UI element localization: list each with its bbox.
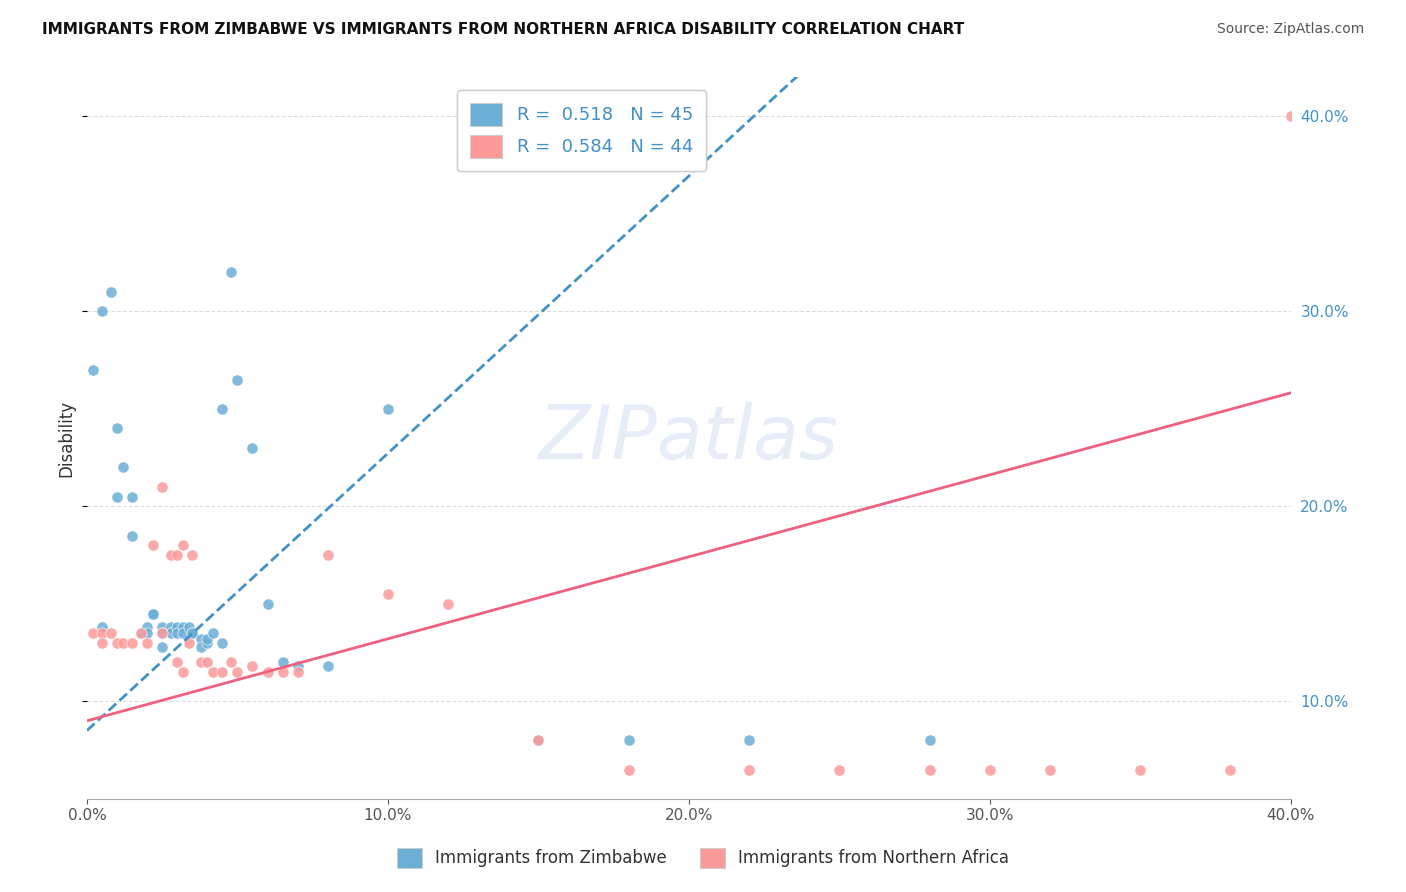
Point	[226, 373, 249, 387]
Legend: Immigrants from Zimbabwe, Immigrants from Northern Africa: Immigrants from Zimbabwe, Immigrants fro…	[389, 841, 1017, 875]
Point	[242, 441, 264, 455]
Point	[181, 626, 204, 640]
Point	[617, 733, 640, 747]
Point	[172, 626, 194, 640]
Point	[287, 659, 309, 673]
Point	[377, 401, 399, 416]
Point	[105, 421, 128, 435]
Point	[211, 665, 233, 679]
Point	[121, 490, 143, 504]
Point	[527, 733, 550, 747]
Point	[256, 665, 278, 679]
Point	[105, 490, 128, 504]
Point	[166, 655, 188, 669]
Point	[160, 626, 183, 640]
Point	[527, 733, 550, 747]
Point	[82, 626, 104, 640]
Point	[142, 538, 165, 552]
Point	[136, 636, 159, 650]
Text: IMMIGRANTS FROM ZIMBABWE VS IMMIGRANTS FROM NORTHERN AFRICA DISABILITY CORRELATI: IMMIGRANTS FROM ZIMBABWE VS IMMIGRANTS F…	[42, 22, 965, 37]
Point	[91, 304, 114, 318]
Point	[181, 548, 204, 562]
Point	[1129, 763, 1152, 777]
Point	[172, 665, 194, 679]
Point	[91, 626, 114, 640]
Point	[221, 655, 243, 669]
Point	[166, 548, 188, 562]
Point	[242, 659, 264, 673]
Point	[195, 655, 218, 669]
Point	[738, 763, 761, 777]
Point	[166, 626, 188, 640]
Point	[142, 607, 165, 621]
Point	[1340, 743, 1362, 757]
Point	[136, 620, 159, 634]
Text: Source: ZipAtlas.com: Source: ZipAtlas.com	[1216, 22, 1364, 37]
Point	[150, 620, 173, 634]
Point	[179, 636, 201, 650]
Point	[190, 655, 212, 669]
Point	[211, 401, 233, 416]
Point	[256, 597, 278, 611]
Point	[112, 636, 135, 650]
Point	[195, 636, 218, 650]
Point	[91, 636, 114, 650]
Point	[160, 620, 183, 634]
Point	[150, 626, 173, 640]
Point	[136, 626, 159, 640]
Point	[142, 607, 165, 621]
Point	[202, 665, 225, 679]
Point	[828, 763, 851, 777]
Point	[91, 620, 114, 634]
Point	[979, 763, 1001, 777]
Point	[100, 626, 122, 640]
Point	[617, 763, 640, 777]
Point	[150, 640, 173, 654]
Point	[226, 665, 249, 679]
Point	[160, 548, 183, 562]
Point	[129, 626, 152, 640]
Point	[437, 597, 460, 611]
Point	[121, 636, 143, 650]
Point	[105, 636, 128, 650]
Point	[172, 620, 194, 634]
Point	[179, 620, 201, 634]
Point	[271, 655, 294, 669]
Y-axis label: Disability: Disability	[58, 400, 75, 476]
Point	[316, 659, 339, 673]
Point	[377, 587, 399, 601]
Point	[271, 665, 294, 679]
Point	[211, 636, 233, 650]
Point	[287, 665, 309, 679]
Point	[918, 763, 941, 777]
Legend: R =  0.518   N = 45, R =  0.584   N = 44: R = 0.518 N = 45, R = 0.584 N = 44	[457, 90, 706, 170]
Point	[1219, 763, 1241, 777]
Point	[129, 626, 152, 640]
Point	[172, 538, 194, 552]
Text: ZIPatlas: ZIPatlas	[538, 402, 839, 475]
Point	[112, 460, 135, 475]
Point	[738, 733, 761, 747]
Point	[1039, 763, 1062, 777]
Point	[190, 640, 212, 654]
Point	[918, 733, 941, 747]
Point	[221, 265, 243, 279]
Point	[150, 480, 173, 494]
Point	[316, 548, 339, 562]
Point	[1279, 110, 1302, 124]
Point	[195, 632, 218, 646]
Point	[100, 285, 122, 299]
Point	[150, 626, 173, 640]
Point	[121, 528, 143, 542]
Point	[190, 632, 212, 646]
Point	[82, 363, 104, 377]
Point	[202, 626, 225, 640]
Point	[181, 626, 204, 640]
Point	[166, 620, 188, 634]
